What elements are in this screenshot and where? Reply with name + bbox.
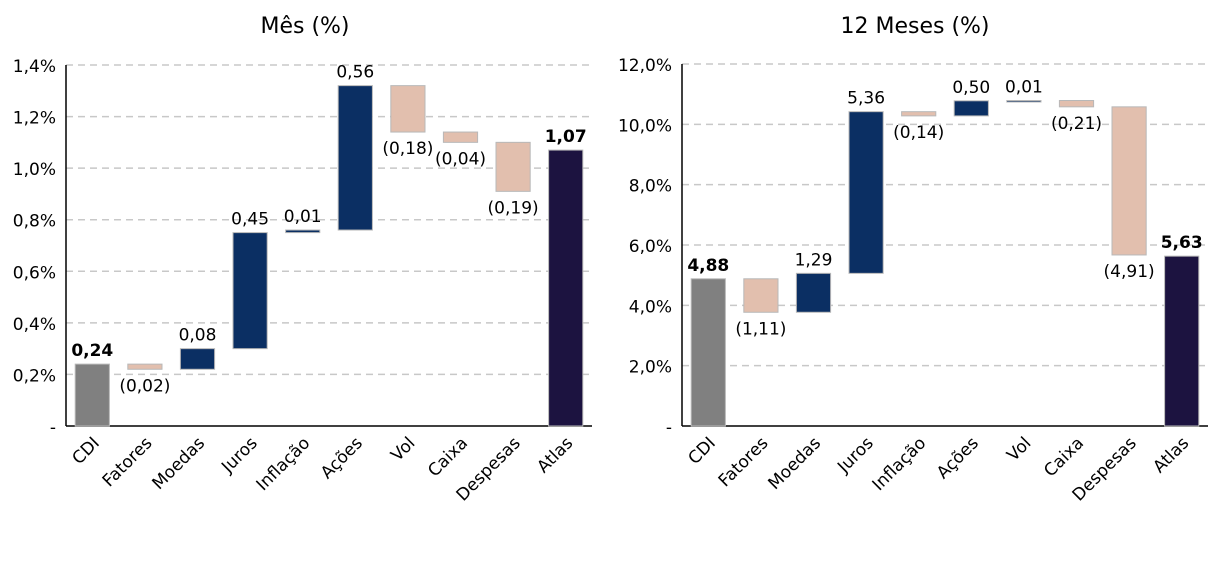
y-tick-label: 6,0% xyxy=(629,237,672,257)
data-label: 0,50 xyxy=(952,78,990,98)
y-tick-label: - xyxy=(50,418,56,438)
x-tick-label: Ações xyxy=(317,433,367,483)
y-tick-label: 0,4% xyxy=(13,315,56,335)
x-tick-label: Caixa xyxy=(424,433,472,481)
bar-juros xyxy=(232,232,268,350)
x-tick-label: Fatores xyxy=(715,433,773,491)
bar-inflação xyxy=(901,111,937,117)
bar-juros xyxy=(848,111,884,274)
bar-fatores xyxy=(743,278,779,313)
bar-atlas xyxy=(1164,255,1200,427)
bar-fatores xyxy=(127,363,163,370)
data-label: (0,14) xyxy=(893,123,944,143)
bar-ações xyxy=(953,100,989,117)
y-tick-label: 0,8% xyxy=(13,212,56,232)
x-tick-label: Juros xyxy=(833,433,877,477)
x-tick-label: Inflação xyxy=(869,433,931,495)
x-tick-label: CDI xyxy=(68,433,103,468)
chart-month-plot: - 0,2% 0,4% 0,6% 0,8% 1,0% 1,2% 1,4% 0,24 CDI (0,0… xyxy=(13,57,592,505)
bar-atlas xyxy=(548,149,584,427)
data-label: (0,21) xyxy=(1051,114,1102,134)
y-tick-label: 4,0% xyxy=(629,297,672,317)
y-tick-label: 10,0% xyxy=(618,116,672,136)
data-label: (0,18) xyxy=(382,139,433,159)
y-tick-label: 8,0% xyxy=(629,177,672,197)
bar-inflação xyxy=(285,229,321,234)
bar-vol xyxy=(390,85,426,133)
data-label: 4,88 xyxy=(687,256,729,276)
chart-title: Mês (%) xyxy=(260,14,350,39)
data-label: 5,63 xyxy=(1161,233,1203,253)
data-label: (0,02) xyxy=(119,376,170,396)
data-label: 0,24 xyxy=(71,341,113,361)
data-label: (0,04) xyxy=(435,149,486,169)
bar-vol xyxy=(1006,100,1042,103)
y-tick-label: 0,6% xyxy=(13,263,56,283)
y-tick-label: 12,0% xyxy=(618,56,672,76)
y-tick-label: 1,4% xyxy=(13,57,56,77)
bar-despesas xyxy=(1111,106,1147,256)
chart-title: 12 Meses (%) xyxy=(840,14,990,39)
x-tick-label: Caixa xyxy=(1040,433,1088,481)
bar-cdi xyxy=(74,363,110,427)
y-tick-label: - xyxy=(666,418,672,438)
x-tick-label: Vol xyxy=(1003,433,1035,465)
x-tick-label: Juros xyxy=(217,433,261,477)
data-label: 5,36 xyxy=(847,89,885,109)
x-tick-label: Moedas xyxy=(149,433,210,494)
bar-cdi xyxy=(690,278,726,427)
x-tick-label: CDI xyxy=(684,433,719,468)
data-label: 0,45 xyxy=(231,210,269,230)
data-label: 0,01 xyxy=(284,207,322,227)
chart-month: Mês (%) - 0,2% 0,4% 0,6% 0,8% 1,0% 1,2% 1,4% 0,2… xyxy=(13,14,592,505)
data-label: 1,07 xyxy=(545,127,587,147)
bar-caixa xyxy=(1058,100,1095,108)
data-label: 0,01 xyxy=(1005,78,1043,98)
x-tick-label: Atlas xyxy=(533,433,577,477)
data-label: 0,08 xyxy=(179,326,217,346)
bar-caixa xyxy=(442,131,479,143)
data-label: (1,11) xyxy=(735,319,786,339)
bar-ações xyxy=(337,85,373,231)
data-label: 0,56 xyxy=(336,63,374,83)
chart-12-months: 12 Meses (%) - 2,0% 4,0% 6,0% 8,0% 10,0% 12,0%… xyxy=(610,0,1220,563)
x-tick-label: Vol xyxy=(387,433,419,465)
y-tick-label: 1,0% xyxy=(13,160,56,180)
chart-12-months-plot: - 2,0% 4,0% 6,0% 8,0% 10,0% 12,0% 4,88 CDI (1,11)… xyxy=(618,56,1208,505)
bar-moedas xyxy=(795,272,832,313)
x-tick-label: Ações xyxy=(933,433,983,483)
x-tick-label: Fatores xyxy=(99,433,157,491)
y-tick-label: 1,2% xyxy=(13,109,56,129)
x-tick-label: Atlas xyxy=(1149,433,1193,477)
bar-moedas xyxy=(179,348,216,370)
data-label: (0,19) xyxy=(488,198,539,218)
y-tick-label: 2,0% xyxy=(629,358,672,378)
data-label: (4,91) xyxy=(1104,262,1155,282)
x-tick-label: Inflação xyxy=(253,433,315,495)
y-tick-label: 0,2% xyxy=(13,366,56,386)
data-label: 1,29 xyxy=(795,250,833,270)
x-tick-label: Moedas xyxy=(765,433,826,494)
bar-despesas xyxy=(495,141,531,192)
